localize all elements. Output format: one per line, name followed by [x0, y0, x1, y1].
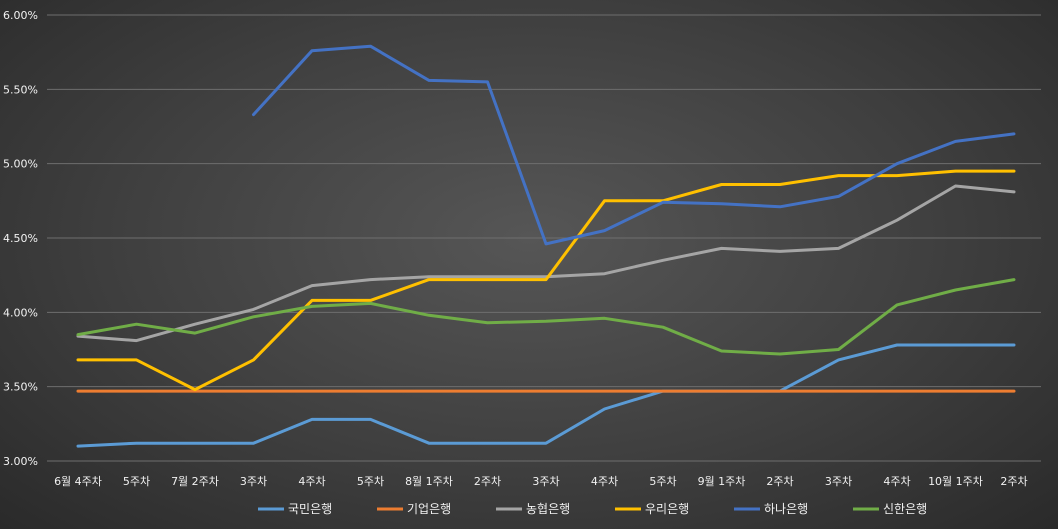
x-tick-label: 6월 4주차: [54, 475, 102, 488]
y-tick-label: 4.50%: [3, 232, 38, 245]
x-tick-label: 8월 1주차: [405, 475, 453, 488]
x-tick-label: 9월 1주차: [698, 475, 746, 488]
y-tick-label: 5.50%: [3, 83, 38, 96]
grid-lines: [47, 14, 1041, 462]
x-tick-label: 5주차: [357, 475, 384, 488]
x-axis-ticks: 6월 4주차 5주차 7월 2주차 3주차 4주차 5주차 8월 1주차 2주차 3주차 4주차 5…: [54, 475, 1028, 488]
y-tick-label: 4.00%: [3, 306, 38, 319]
x-tick-label: 2주차: [1000, 475, 1027, 488]
y-tick-label: 3.50%: [3, 381, 38, 394]
series-lines: [76, 44, 1016, 448]
series-line-5: [76, 278, 1016, 356]
legend-label: 농협은행: [526, 501, 570, 516]
series-line-0: [76, 343, 1016, 448]
y-tick-label: 6.00%: [3, 9, 38, 22]
x-tick-label: 5주차: [123, 475, 150, 488]
legend-label: 신한은행: [883, 501, 927, 516]
series-line-4: [252, 44, 1016, 246]
x-tick-label: 2주차: [474, 475, 501, 488]
series-line-2: [76, 184, 1016, 343]
legend: 국민은행 기업은행 농협은행 우리은행 하나은행 신한은행: [258, 501, 927, 516]
series-line-3: [76, 169, 1016, 392]
x-tick-label: 2주차: [766, 475, 793, 488]
y-tick-label: 3.00%: [3, 455, 38, 468]
x-tick-label: 5주차: [649, 475, 676, 488]
x-tick-label: 7월 2주차: [171, 475, 219, 488]
legend-label: 우리은행: [645, 501, 689, 516]
x-tick-label: 3주차: [825, 475, 852, 488]
x-tick-label: 4주차: [298, 475, 325, 488]
y-axis-ticks: 3.00% 3.50% 4.00% 4.50% 5.00% 5.50% 6.00%: [3, 9, 38, 468]
x-tick-label: 10월 1주차: [928, 475, 983, 488]
x-tick-label: 3주차: [532, 475, 559, 488]
legend-label: 기업은행: [407, 501, 451, 516]
legend-label: 하나은행: [764, 501, 808, 516]
x-tick-label: 4주차: [591, 475, 618, 488]
legend-label: 국민은행: [288, 501, 332, 516]
x-tick-label: 4주차: [883, 475, 910, 488]
x-tick-label: 3주차: [240, 475, 267, 488]
y-tick-label: 5.00%: [3, 158, 38, 171]
